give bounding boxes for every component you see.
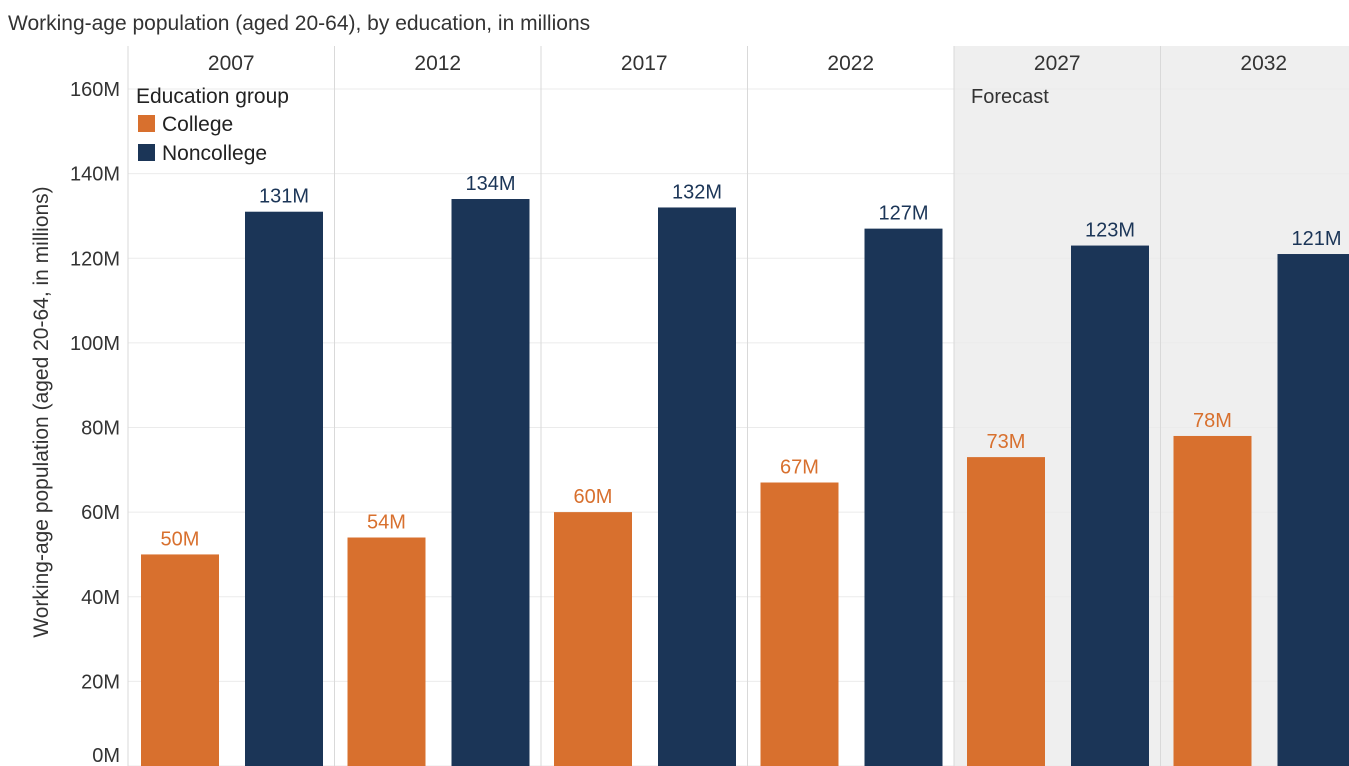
value-label-college-2012: 54M bbox=[367, 512, 406, 534]
bar-college-2027 bbox=[967, 457, 1045, 766]
value-label-college-2007: 50M bbox=[161, 528, 200, 550]
bar-college-2022 bbox=[760, 482, 839, 766]
y-tick-label-160M: 160M bbox=[70, 79, 120, 101]
value-label-noncollege-2022: 127M bbox=[878, 203, 928, 225]
legend: Education group College Noncollege bbox=[136, 85, 289, 165]
y-axis-ticks: 0M 20M 40M 60M 80M 100M 120M 140M 160M bbox=[70, 79, 120, 766]
value-label-noncollege-2012: 134M bbox=[465, 173, 515, 195]
bar-noncollege-2012 bbox=[451, 199, 530, 766]
bar-noncollege-2022 bbox=[864, 228, 943, 766]
bar-college-2012 bbox=[347, 537, 426, 766]
value-label-college-2027: 73M bbox=[987, 431, 1026, 453]
value-label-noncollege-2007: 131M bbox=[259, 186, 309, 208]
chart-title: Working-age population (aged 20-64), by … bbox=[8, 12, 590, 35]
y-tick-label-20M: 20M bbox=[81, 671, 120, 693]
value-label-noncollege-2017: 132M bbox=[672, 181, 722, 203]
bar-noncollege-2007 bbox=[245, 211, 323, 766]
bar-noncollege-2017 bbox=[658, 207, 736, 766]
value-label-noncollege-2032: 121M bbox=[1291, 228, 1341, 250]
panel-labels: 2007 2012 2017 2022 2027 2032 bbox=[208, 52, 1287, 75]
bars bbox=[141, 199, 1349, 766]
y-tick-label-80M: 80M bbox=[81, 418, 120, 440]
panel-label-2017: 2017 bbox=[621, 52, 668, 75]
y-tick-label-140M: 140M bbox=[70, 164, 120, 186]
value-label-noncollege-2027: 123M bbox=[1085, 220, 1135, 242]
bar-college-2032 bbox=[1173, 435, 1252, 766]
y-tick-label-40M: 40M bbox=[81, 587, 120, 609]
bar-noncollege-2032 bbox=[1277, 254, 1349, 766]
legend-swatch-noncollege bbox=[138, 144, 155, 161]
y-tick-label-120M: 120M bbox=[70, 248, 120, 270]
bar-noncollege-2027 bbox=[1071, 245, 1149, 766]
value-labels: 50M 54M 60M 67M 73M 78M 131M 134M 132M 127M 123M 12… bbox=[161, 173, 1342, 550]
panel-label-2012: 2012 bbox=[414, 52, 461, 75]
y-axis-label: Working-age population (aged 20-64, in m… bbox=[30, 186, 53, 637]
value-label-college-2022: 67M bbox=[780, 457, 819, 479]
legend-swatch-college bbox=[138, 115, 155, 132]
legend-title: Education group bbox=[136, 85, 289, 108]
legend-item-college: College bbox=[162, 113, 233, 136]
y-tick-label-60M: 60M bbox=[81, 502, 120, 524]
panel-separators bbox=[127, 46, 1161, 766]
panel-label-2027: 2027 bbox=[1034, 52, 1081, 75]
y-tick-label-0M: 0M bbox=[92, 745, 120, 766]
value-label-college-2032: 78M bbox=[1193, 410, 1232, 432]
value-label-college-2017: 60M bbox=[574, 486, 613, 508]
panel-label-2022: 2022 bbox=[827, 52, 874, 75]
panel-label-2007: 2007 bbox=[208, 52, 255, 75]
y-tick-label-100M: 100M bbox=[70, 333, 120, 355]
panel-label-2032: 2032 bbox=[1240, 52, 1287, 75]
forecast-label: Forecast bbox=[971, 86, 1049, 108]
legend-item-noncollege: Noncollege bbox=[162, 142, 267, 165]
bar-college-2017 bbox=[554, 512, 632, 766]
bar-college-2007 bbox=[141, 554, 219, 766]
